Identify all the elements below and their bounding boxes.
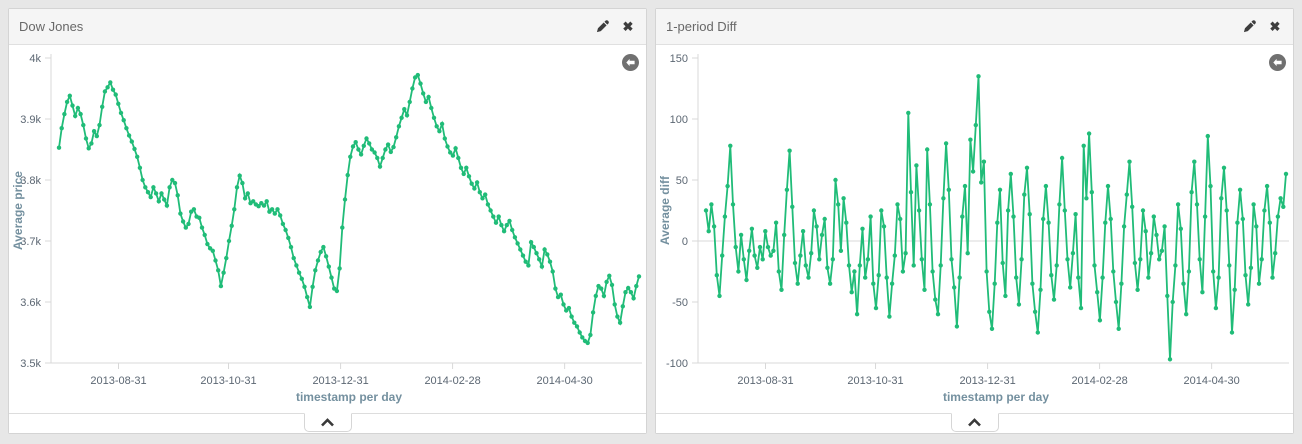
arrow-circle-left-icon[interactable] (1269, 54, 1286, 71)
close-icon[interactable]: ✖ (622, 19, 634, 34)
chevron-up-icon (968, 418, 981, 427)
svg-text:Average price: Average price (11, 171, 25, 250)
svg-text:2013-12-31: 2013-12-31 (959, 375, 1015, 387)
svg-text:3.8k: 3.8k (20, 175, 41, 187)
arrow-circle-left-icon[interactable] (622, 54, 639, 71)
chart-area[interactable]: 4k 3.9k 3.8k 3.7k 3.6k 3.5k 2013-08-31 2013-10-… (9, 45, 646, 413)
svg-text:Average diff: Average diff (658, 175, 672, 245)
svg-text:2013-10-31: 2013-10-31 (847, 375, 903, 387)
panel-dow-jones: Dow Jones ✖ 4k 3.9k 3.8k 3.7k 3.6k 3.5k 2013-0… (8, 8, 647, 434)
panel-title: Dow Jones (19, 19, 84, 34)
svg-text:2013-08-31: 2013-08-31 (737, 375, 793, 387)
close-icon[interactable]: ✖ (1269, 19, 1281, 34)
panel-header-controls: ✖ (594, 19, 636, 35)
collapse-row-button[interactable] (303, 413, 352, 432)
svg-text:-50: -50 (672, 297, 688, 309)
pencil-icon[interactable] (594, 19, 610, 35)
line-chart-dow-jones[interactable]: 4k 3.9k 3.8k 3.7k 3.6k 3.5k 2013-08-31 2013-10-… (9, 45, 646, 413)
svg-text:timestamp per day: timestamp per day (296, 390, 402, 404)
line-chart-1-period-diff[interactable]: 150 100 50 0 -50 -100 2013-08-31 2013-10-31 2013… (656, 45, 1293, 413)
chart-area[interactable]: 150 100 50 0 -50 -100 2013-08-31 2013-10-31 2013… (656, 45, 1293, 413)
pencil-icon[interactable] (1241, 19, 1257, 35)
svg-text:2013-08-31: 2013-08-31 (90, 375, 146, 387)
panel-footer (656, 413, 1293, 433)
svg-text:2014-02-28: 2014-02-28 (424, 375, 480, 387)
svg-text:2013-12-31: 2013-12-31 (312, 375, 368, 387)
svg-text:100: 100 (670, 114, 688, 126)
panel-header: Dow Jones ✖ (9, 9, 646, 45)
svg-text:2014-04-30: 2014-04-30 (537, 375, 593, 387)
svg-text:timestamp per day: timestamp per day (943, 390, 1049, 404)
svg-text:2014-04-30: 2014-04-30 (1184, 375, 1240, 387)
svg-text:2014-02-28: 2014-02-28 (1071, 375, 1127, 387)
panel-1-period-diff: 1-period Diff ✖ 150 100 50 0 -50 -100 2013-08-… (655, 8, 1294, 434)
panel-header-controls: ✖ (1241, 19, 1283, 35)
svg-text:2013-10-31: 2013-10-31 (200, 375, 256, 387)
panel-title: 1-period Diff (666, 19, 737, 34)
svg-text:4k: 4k (29, 53, 41, 65)
chevron-up-icon (321, 418, 334, 427)
panel-header: 1-period Diff ✖ (656, 9, 1293, 45)
svg-text:0: 0 (682, 236, 688, 248)
svg-text:3.7k: 3.7k (20, 236, 41, 248)
svg-text:3.6k: 3.6k (20, 297, 41, 309)
svg-text:-100: -100 (666, 358, 688, 370)
svg-text:3.5k: 3.5k (20, 358, 41, 370)
svg-text:3.9k: 3.9k (20, 114, 41, 126)
svg-text:50: 50 (676, 175, 688, 187)
svg-text:150: 150 (670, 53, 688, 65)
collapse-row-button[interactable] (950, 413, 999, 432)
panel-footer (9, 413, 646, 433)
